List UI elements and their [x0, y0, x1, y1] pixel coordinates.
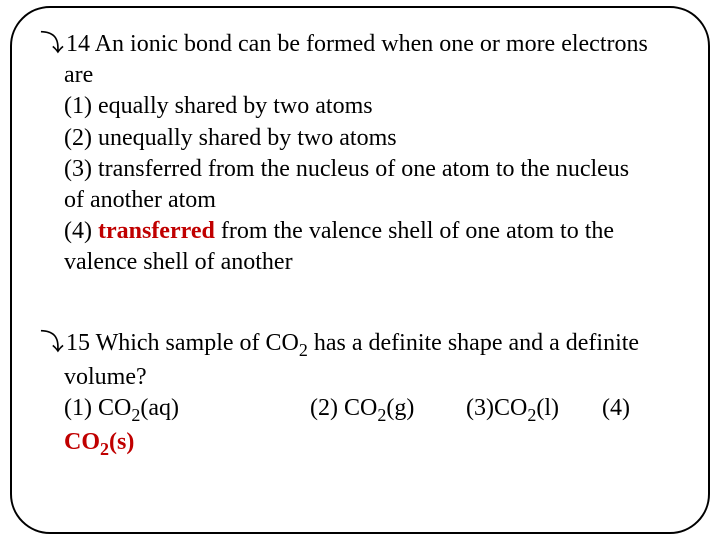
q15-opt1-sub: 2	[131, 405, 140, 425]
q15-option-2: (2) CO2(g)	[310, 393, 460, 427]
q15-option-3: (3)CO2(l)	[466, 393, 596, 427]
bullet-icon: ⤵	[40, 327, 64, 358]
q15-opt3-sub: 2	[527, 405, 536, 425]
q14-opt4-prefix: (4)	[64, 218, 98, 244]
q15-opt4-post: (s)	[109, 429, 134, 455]
q15-opt2-pre: (2) CO	[310, 395, 377, 421]
q15-opt3-pre: (3)CO	[466, 395, 527, 421]
q15-option-1: (1) CO2(aq)	[64, 393, 304, 427]
q14-opt4-highlight: transferred	[98, 218, 215, 244]
bullet-icon: ⤵	[40, 28, 64, 59]
q14-option-4-line2: valence shell of another	[64, 247, 680, 278]
q15-stem-line2: volume?	[64, 362, 680, 393]
slide-frame: ⤵14 An ionic bond can be formed when one…	[10, 6, 710, 534]
q14-option-4-line1: (4) transferred from the valence shell o…	[64, 216, 680, 247]
q15-opt4-sub: 2	[100, 439, 109, 459]
q15-stem-suffix: has a definite shape and a definite	[308, 330, 639, 356]
q15-opt4-pre: CO	[64, 429, 100, 455]
q14-option-3-line2: of another atom	[64, 185, 680, 216]
q15-opt1-post: (aq)	[140, 395, 179, 421]
q15-opt3-post: (l)	[536, 395, 559, 421]
q14-option-1: (1) equally shared by two atoms	[64, 91, 680, 122]
q14-number: 14	[66, 31, 90, 57]
question-14: ⤵14 An ionic bond can be formed when one…	[40, 28, 680, 279]
q15-stem-prefix: Which sample of CO	[96, 330, 299, 356]
q15-opt2-post: (g)	[386, 395, 414, 421]
q15-number: 15	[66, 330, 90, 356]
q15-stem-sub: 2	[299, 339, 308, 359]
q15-option-4-label: (4)	[602, 393, 630, 424]
q15-opt4-highlight: CO2(s)	[64, 429, 134, 455]
q15-options-row: (1) CO2(aq) (2) CO2(g) (3)CO2(l) (4)	[64, 393, 680, 427]
q15-opt1-pre: (1) CO	[64, 395, 131, 421]
q14-stem-text: An ionic bond can be formed when one or …	[95, 31, 648, 57]
q14-opt4-rest: from the valence shell of one atom to th…	[215, 218, 614, 244]
question-15: ⤵15 Which sample of CO2 has a definite s…	[40, 327, 680, 462]
q14-option-2: (2) unequally shared by two atoms	[64, 123, 680, 154]
q14-option-3-line1: (3) transferred from the nucleus of one …	[64, 154, 680, 185]
q14-stem-line2: are	[64, 60, 680, 91]
q15-option-4-answer: CO2(s)	[64, 427, 680, 461]
q15-opt2-sub: 2	[377, 405, 386, 425]
q14-stem-line1: ⤵14 An ionic bond can be formed when one…	[40, 28, 680, 60]
q15-stem-line1: ⤵15 Which sample of CO2 has a definite s…	[40, 327, 680, 362]
